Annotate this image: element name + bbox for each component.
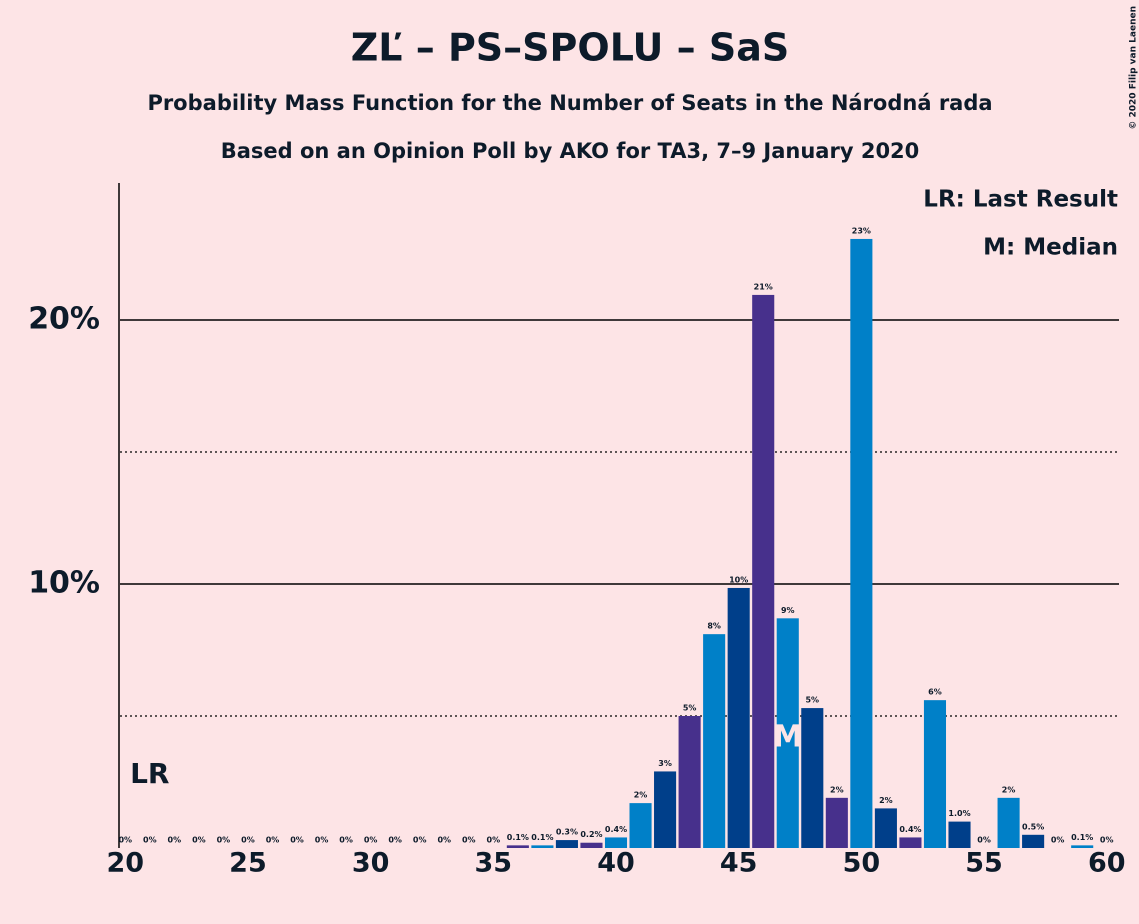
value-label: 9% [781, 606, 795, 615]
bar [923, 700, 947, 848]
bar [850, 238, 873, 848]
value-label: 10% [729, 575, 748, 584]
value-label: 0% [217, 836, 231, 845]
chart-subtitle: Based on an Opinion Poll by AKO for TA3,… [221, 139, 920, 163]
bar [776, 618, 799, 848]
bar [703, 634, 726, 848]
value-label: 0% [143, 836, 157, 845]
value-label: 3% [658, 759, 672, 768]
value-label: 0% [364, 836, 378, 845]
bar [825, 797, 848, 848]
bar [899, 837, 922, 848]
y-tick-label: 10% [28, 566, 100, 601]
value-label: 0.1% [507, 833, 529, 842]
x-tick-label: 30 [352, 848, 390, 879]
x-tick-label: 40 [597, 848, 635, 879]
value-label: 5% [805, 696, 819, 705]
chart-title: ZĽ – PS–SPOLU – SaS [351, 26, 790, 70]
value-label: 2% [1002, 785, 1016, 794]
x-tick-label: 60 [1088, 848, 1126, 879]
value-label: 0.1% [531, 833, 553, 842]
median-marker: M [773, 720, 803, 755]
bar [874, 808, 897, 848]
bar [531, 845, 554, 848]
last-result-marker: LR [130, 757, 169, 790]
value-label: 21% [754, 282, 773, 291]
value-label: 2% [879, 796, 893, 805]
value-label: 0% [437, 836, 451, 845]
value-label: 0% [1100, 836, 1114, 845]
value-label: 0.5% [1022, 822, 1044, 831]
value-label: 0% [413, 836, 427, 845]
x-tick-label: 50 [843, 848, 881, 879]
bar [654, 771, 677, 848]
value-label: 0% [977, 836, 991, 845]
bar [1022, 834, 1045, 848]
value-label: 0% [168, 836, 182, 845]
value-label: 0% [339, 836, 353, 845]
value-label: 0% [118, 836, 132, 845]
x-tick-label: 45 [720, 848, 758, 879]
legend-entry: M: Median [983, 235, 1118, 261]
value-label: 0% [290, 836, 304, 845]
value-label: 0% [1051, 836, 1065, 845]
chart-subtitle: Probability Mass Function for the Number… [147, 91, 992, 115]
bar [1071, 845, 1094, 848]
bar [948, 821, 971, 848]
bar [678, 716, 701, 848]
bar [727, 587, 750, 848]
value-label: 0% [315, 836, 329, 845]
value-label: 23% [852, 226, 871, 235]
value-label: 0% [462, 836, 476, 845]
value-label: 0.3% [556, 828, 578, 837]
value-label: 0.2% [580, 830, 602, 839]
value-label: 0% [241, 836, 255, 845]
value-label: 0% [388, 836, 402, 845]
value-label: 8% [707, 622, 721, 631]
x-tick-label: 25 [229, 848, 267, 879]
value-label: 2% [634, 791, 648, 800]
x-tick-label: 55 [965, 848, 1003, 879]
bar [580, 842, 603, 848]
value-label: 5% [683, 704, 697, 713]
bar [997, 797, 1020, 848]
bar [604, 837, 628, 848]
y-tick-label: 20% [28, 302, 100, 337]
value-label: 0% [487, 836, 501, 845]
value-label: 0.1% [1071, 833, 1093, 842]
value-label: 2% [830, 785, 844, 794]
value-label: 6% [928, 688, 942, 697]
value-label: 0% [192, 836, 206, 845]
bar [506, 845, 529, 848]
value-label: 1.0% [948, 809, 970, 818]
x-tick-label: 20 [106, 848, 144, 879]
x-tick-label: 35 [475, 848, 513, 879]
bar [555, 840, 578, 848]
value-label: 0.4% [605, 825, 627, 834]
value-label: 0.4% [899, 825, 921, 834]
copyright: © 2020 Filip van Laenen [1129, 6, 1139, 130]
bar [752, 294, 775, 848]
bar [801, 708, 824, 848]
bar [629, 803, 652, 848]
legend-entry: LR: Last Result [923, 187, 1118, 213]
value-label: 0% [266, 836, 280, 845]
